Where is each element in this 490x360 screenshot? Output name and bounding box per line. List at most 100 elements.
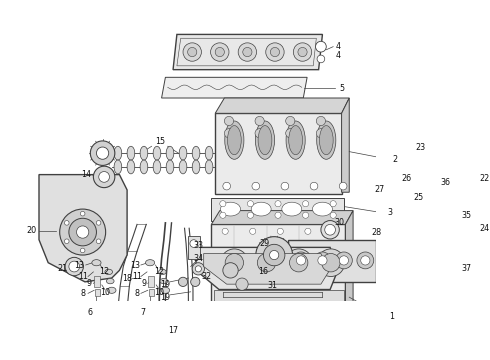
Text: 22: 22: [480, 174, 490, 183]
Text: 27: 27: [375, 185, 385, 194]
Circle shape: [97, 239, 101, 244]
Circle shape: [188, 48, 197, 57]
Circle shape: [281, 182, 289, 190]
Circle shape: [220, 201, 226, 207]
Text: 19: 19: [160, 280, 171, 289]
Circle shape: [69, 261, 79, 272]
Bar: [384, 182, 426, 192]
Circle shape: [223, 182, 230, 190]
Text: 36: 36: [440, 178, 450, 187]
Circle shape: [90, 141, 115, 165]
Text: 5: 5: [339, 84, 344, 93]
Ellipse shape: [286, 121, 305, 159]
Text: 26: 26: [402, 174, 412, 183]
Text: 8: 8: [81, 289, 86, 298]
Circle shape: [302, 212, 309, 218]
Circle shape: [411, 152, 441, 182]
Text: 10: 10: [154, 288, 164, 297]
Bar: [477, 159, 489, 202]
Text: 37: 37: [462, 264, 471, 273]
Ellipse shape: [127, 146, 135, 160]
Ellipse shape: [282, 202, 302, 216]
Bar: [148, 276, 154, 287]
Polygon shape: [173, 35, 322, 70]
Text: 18: 18: [122, 274, 132, 283]
Text: 28: 28: [371, 228, 381, 237]
Circle shape: [286, 129, 295, 138]
Bar: [214, 289, 344, 311]
Text: 19: 19: [160, 293, 171, 302]
Ellipse shape: [140, 146, 148, 160]
Circle shape: [318, 256, 327, 265]
Circle shape: [275, 201, 281, 207]
Circle shape: [401, 209, 423, 232]
Ellipse shape: [108, 287, 116, 293]
Ellipse shape: [160, 278, 168, 284]
Circle shape: [294, 43, 312, 61]
Circle shape: [94, 166, 115, 188]
Circle shape: [357, 252, 374, 269]
Circle shape: [256, 237, 293, 274]
Circle shape: [252, 182, 260, 190]
Text: 7: 7: [141, 308, 146, 317]
Ellipse shape: [106, 278, 114, 284]
Ellipse shape: [179, 160, 187, 174]
Circle shape: [302, 201, 309, 207]
Polygon shape: [342, 98, 349, 192]
Ellipse shape: [114, 146, 122, 160]
Text: 4: 4: [336, 51, 341, 60]
Text: 1: 1: [389, 312, 394, 321]
Circle shape: [215, 48, 224, 57]
Polygon shape: [204, 253, 329, 284]
Text: 4: 4: [336, 42, 341, 51]
Ellipse shape: [289, 126, 302, 155]
Text: 23: 23: [416, 143, 425, 152]
Circle shape: [270, 251, 279, 260]
Circle shape: [317, 55, 325, 63]
Text: 25: 25: [413, 193, 423, 202]
Ellipse shape: [258, 126, 272, 155]
Ellipse shape: [92, 260, 101, 266]
Circle shape: [423, 189, 439, 204]
Circle shape: [178, 277, 188, 287]
Text: 35: 35: [462, 211, 471, 220]
Text: 10: 10: [100, 288, 110, 297]
Circle shape: [270, 48, 279, 57]
Circle shape: [416, 158, 435, 176]
Bar: [211, 224, 345, 312]
Text: 9: 9: [87, 279, 92, 288]
Circle shape: [65, 257, 83, 276]
Bar: [288, 240, 376, 282]
Text: 2: 2: [392, 155, 398, 164]
Circle shape: [293, 252, 309, 269]
Circle shape: [428, 210, 450, 231]
Polygon shape: [211, 211, 353, 224]
Text: 16: 16: [258, 267, 268, 276]
Text: 13: 13: [74, 261, 85, 270]
Circle shape: [60, 209, 106, 255]
Ellipse shape: [105, 269, 113, 275]
Circle shape: [317, 249, 344, 276]
Circle shape: [336, 252, 352, 269]
Text: 29: 29: [260, 239, 270, 248]
Circle shape: [321, 221, 339, 239]
Text: 9: 9: [142, 279, 147, 288]
Circle shape: [247, 201, 253, 207]
Circle shape: [211, 43, 229, 61]
Circle shape: [97, 147, 109, 159]
Polygon shape: [196, 247, 338, 289]
Bar: [441, 152, 480, 205]
Circle shape: [435, 217, 442, 224]
Ellipse shape: [114, 160, 122, 174]
Ellipse shape: [192, 160, 200, 174]
Circle shape: [427, 193, 435, 201]
Bar: [148, 289, 154, 296]
Text: 13: 13: [130, 261, 140, 270]
Circle shape: [80, 248, 85, 253]
Circle shape: [330, 201, 336, 207]
Circle shape: [277, 228, 283, 234]
Circle shape: [250, 228, 256, 234]
Circle shape: [305, 228, 311, 234]
Circle shape: [220, 212, 226, 218]
Ellipse shape: [153, 160, 161, 174]
